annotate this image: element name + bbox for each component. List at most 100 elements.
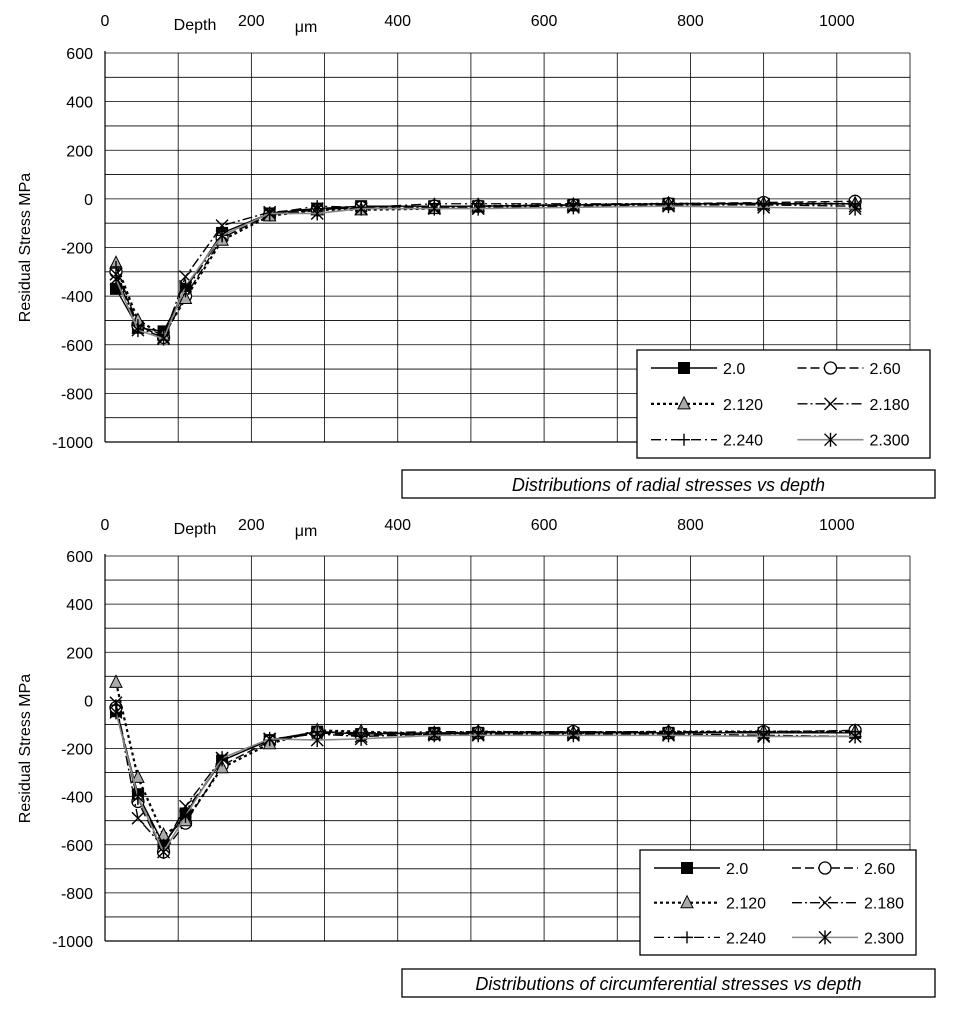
legend-label: 2.300: [870, 433, 910, 450]
chart-2: 600 400 200 0 -200 -400 -600 -800 -1000 0 200 400 60…: [17, 517, 936, 998]
data-point: [427, 728, 441, 743]
data-point: [566, 728, 580, 743]
legend-label: 2.180: [870, 397, 910, 414]
legend-marker: [824, 432, 837, 447]
data-point: [215, 751, 229, 766]
x-tick-label: 0: [101, 13, 110, 30]
data-point: [109, 674, 123, 688]
data-point: [310, 206, 324, 221]
series-line: [115, 205, 856, 340]
data-point: [757, 729, 771, 744]
data-point: [109, 705, 123, 720]
x-axis-label: Depth: [174, 17, 217, 34]
y-tick-label: -800: [61, 886, 93, 903]
caption-box: [401, 968, 936, 998]
x-axis-unit: μm: [295, 19, 318, 36]
legend-label: 2.60: [870, 361, 901, 378]
x-tick-label: 0: [101, 517, 110, 534]
legend-label: 2.0: [723, 361, 745, 378]
series-2-120: [109, 195, 862, 341]
data-point: [109, 272, 123, 287]
y-tick-label: 600: [66, 549, 93, 566]
series-line: [115, 702, 856, 849]
legend-marker: [678, 362, 690, 374]
y-tick-label: -1000: [52, 934, 93, 951]
legend-marker: [818, 896, 832, 910]
data-point: [354, 201, 368, 216]
legend-marker: [678, 433, 690, 446]
y-tick-label: 400: [66, 597, 93, 614]
data-point: [848, 729, 862, 744]
y-tick-label: -800: [61, 386, 93, 403]
y-tick-label: -400: [61, 790, 93, 807]
data-point: [131, 811, 145, 825]
data-point: [131, 323, 145, 338]
data-point: [215, 219, 229, 233]
series-2-60: [109, 700, 862, 859]
y-axis-label: Residual Stress MPa: [17, 674, 34, 823]
x-axis-label: Depth: [174, 521, 217, 538]
data-point: [566, 200, 580, 215]
data-point: [215, 759, 229, 774]
series-2-60: [109, 194, 862, 345]
x-tick-label: 600: [531, 13, 558, 30]
data-point: [263, 206, 277, 221]
data-point: [215, 228, 229, 243]
y-tick-label: 200: [66, 645, 93, 662]
legend-marker: [818, 861, 832, 875]
y-tick-label: 0: [84, 192, 93, 209]
y-tick-label: -600: [61, 338, 93, 355]
data-point: [157, 331, 171, 346]
data-point: [848, 201, 862, 216]
legend-label: 2.240: [723, 433, 763, 450]
x-tick-label: 200: [238, 517, 265, 534]
legend-marker: [677, 395, 691, 410]
legend-label: 2.60: [864, 861, 895, 878]
x-tick-label: 1000: [819, 517, 855, 534]
series-2-0: [109, 705, 862, 851]
y-tick-label: 200: [66, 143, 93, 160]
series-2-240: [109, 197, 862, 342]
x-axis-unit: μm: [295, 523, 318, 540]
data-point: [157, 844, 171, 859]
data-point: [662, 728, 675, 743]
data-point: [109, 260, 122, 273]
legend-marker: [824, 397, 837, 411]
chart-caption: Distributions of circumferential stresse…: [475, 974, 861, 994]
series-line: [115, 707, 856, 854]
series-line: [115, 712, 856, 854]
data-point: [662, 199, 675, 214]
data-point: [310, 733, 324, 748]
data-point: [178, 290, 193, 305]
legend-label: 2.300: [864, 930, 904, 947]
y-tick-label: -1000: [52, 435, 93, 452]
y-tick-label: 600: [66, 46, 93, 63]
data-point: [263, 731, 277, 746]
legend-marker: [823, 361, 838, 375]
legend-label: 2.240: [726, 930, 766, 947]
series-2-180: [109, 696, 862, 854]
data-point: [354, 731, 368, 746]
y-tick-label: -600: [61, 838, 93, 855]
y-tick-label: 400: [66, 95, 93, 112]
y-tick-label: -400: [61, 289, 93, 306]
y-tick-label: -200: [61, 742, 93, 759]
legend: 2.0 2.60 2.120 2.180 2.240 2.300: [639, 849, 917, 956]
x-tick-label: 1000: [819, 13, 855, 30]
data-point: [179, 279, 192, 294]
y-tick-label: -200: [61, 241, 93, 258]
legend-marker: [680, 894, 694, 909]
data-point: [131, 769, 145, 783]
legend-marker: [681, 862, 693, 874]
chart-caption: Distributions of radial stresses vs dept…: [512, 475, 825, 495]
legend-label: 2.120: [726, 896, 766, 913]
legend-label: 2.180: [864, 896, 904, 913]
legend-marker: [818, 930, 832, 945]
series-2-300: [109, 199, 862, 346]
series-2-240: [109, 699, 862, 851]
data-point: [471, 728, 485, 743]
legend: 2.0 2.60 2.120 2.180 2.240 2.300: [636, 349, 931, 459]
x-tick-label: 400: [384, 517, 411, 534]
series-line: [115, 203, 856, 336]
series-line: [115, 204, 856, 339]
